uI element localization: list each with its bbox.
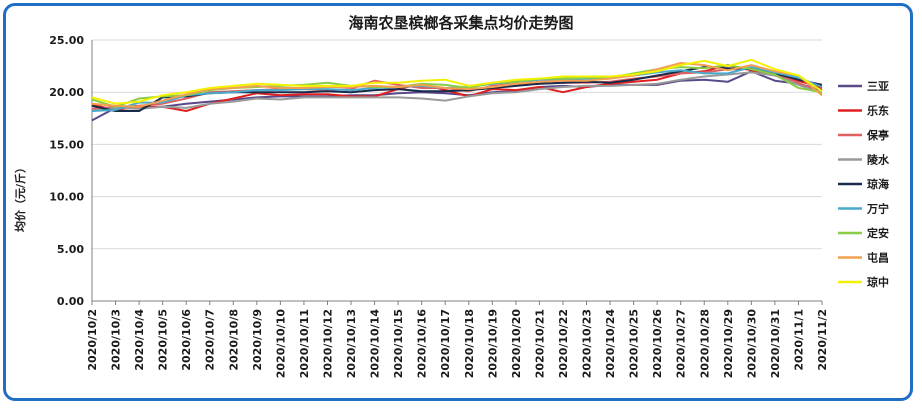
y-axis-label: 均价（元/斤） — [13, 162, 27, 232]
x-tick-label: 2020/10/18 — [463, 309, 476, 378]
x-tick-labels: 2020/10/2 2020/10/3 2020/10/4 2020/10/5 2020… — [86, 301, 829, 378]
x-tick-label: 2020/10/8 — [227, 309, 240, 371]
legend-label: 陵水 — [867, 153, 890, 167]
x-tick-label: 2020/10/19 — [486, 309, 499, 378]
legend-label: 保亭 — [866, 128, 889, 142]
x-tick-label: 2020/10/27 — [675, 309, 688, 378]
x-tick-label: 2020/10/29 — [722, 309, 735, 378]
x-tick-label: 2020/10/15 — [392, 309, 405, 378]
y-tick-labels: 0.00 5.00 10.00 15.00 20.00 25.00 — [49, 34, 84, 308]
legend-label: 乐东 — [867, 104, 889, 118]
x-tick-label: 2020/10/3 — [110, 309, 123, 371]
x-tick-label: 2020/10/22 — [557, 309, 570, 378]
x-tick-label: 2020/10/28 — [698, 309, 711, 378]
x-tick-label: 2020/10/10 — [274, 309, 287, 379]
legend-label: 万宁 — [866, 202, 889, 216]
x-tick-label: 2020/11/2 — [816, 309, 829, 371]
x-tick-label: 2020/10/16 — [416, 309, 429, 379]
y-tick-label: 0.00 — [57, 295, 84, 308]
axes — [91, 40, 822, 302]
series-line-陵水 — [91, 71, 823, 112]
legend-label: 屯昌 — [867, 251, 889, 265]
series-lines — [91, 58, 823, 122]
x-tick-label: 2020/10/4 — [133, 309, 146, 371]
y-tick-label: 15.00 — [49, 138, 84, 151]
x-tick-label: 2020/10/30 — [745, 309, 758, 379]
legend-label: 琼中 — [867, 275, 889, 289]
series-line-三亚 — [91, 70, 823, 122]
x-tick-label: 2020/10/13 — [345, 309, 358, 378]
legend-label: 定安 — [867, 226, 889, 240]
y-tick-label: 20.00 — [49, 86, 84, 99]
series-line-琼中 — [91, 58, 823, 105]
x-tick-label: 2020/10/2 — [86, 309, 99, 371]
x-tick-label: 2020/10/20 — [510, 309, 523, 379]
x-tick-label: 2020/10/21 — [533, 309, 546, 378]
x-tick-label: 2020/10/5 — [157, 309, 170, 371]
y-tick-label: 10.00 — [49, 191, 84, 204]
series-line-万宁 — [91, 66, 823, 112]
x-tick-label: 2020/10/6 — [180, 309, 193, 371]
legend-label: 三亚 — [867, 80, 889, 93]
x-tick-label: 2020/10/9 — [251, 309, 264, 371]
x-tick-label: 2020/10/11 — [298, 309, 311, 378]
x-tick-label: 2020/10/12 — [321, 309, 334, 378]
x-tick-label: 2020/10/31 — [769, 309, 782, 378]
chart-title: 海南农垦槟榔各采集点均价走势图 — [348, 14, 573, 32]
series-line-屯昌 — [91, 62, 823, 108]
legend-label: 琼海 — [867, 177, 889, 191]
x-tick-label: 2020/10/7 — [204, 309, 217, 371]
y-tick-label: 25.00 — [49, 34, 84, 47]
x-tick-label: 2020/11/1 — [792, 309, 805, 371]
x-tick-label: 2020/10/17 — [439, 309, 452, 378]
x-tick-label: 2020/10/24 — [604, 309, 617, 379]
x-tick-label: 2020/10/26 — [651, 309, 664, 379]
y-tick-label: 5.00 — [57, 243, 84, 256]
grid-lines — [92, 39, 822, 250]
x-tick-label: 2020/10/25 — [628, 309, 641, 378]
x-tick-label: 2020/10/14 — [369, 309, 382, 379]
x-tick-label: 2020/10/23 — [581, 309, 594, 378]
